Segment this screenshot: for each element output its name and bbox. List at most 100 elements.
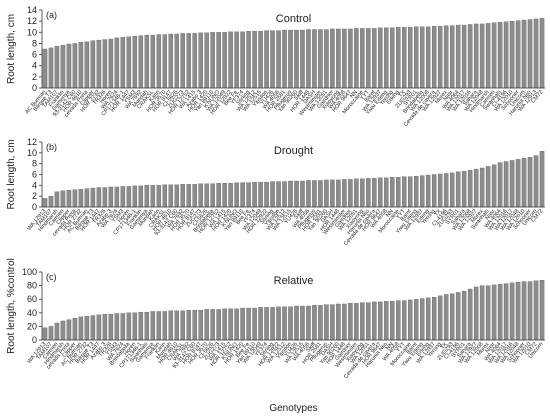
bar xyxy=(210,32,215,89)
bar xyxy=(360,178,365,208)
bar xyxy=(402,27,407,89)
bar xyxy=(539,151,545,208)
bar xyxy=(276,30,281,89)
bar xyxy=(126,36,132,89)
bar xyxy=(396,300,401,341)
bar xyxy=(90,315,96,341)
bar xyxy=(60,320,66,341)
bar xyxy=(42,198,48,208)
bar xyxy=(384,177,389,208)
bar xyxy=(408,27,413,89)
x-tick-label: YYT xyxy=(395,341,407,354)
bar xyxy=(60,44,66,89)
bar xyxy=(66,190,72,208)
bar xyxy=(503,283,509,341)
bar xyxy=(431,174,437,208)
bar xyxy=(378,27,383,89)
y-tick-label: 8 xyxy=(32,159,37,169)
y-tick-label: 40 xyxy=(27,308,37,318)
bar xyxy=(186,184,191,208)
bar xyxy=(324,179,329,208)
bar xyxy=(443,294,449,341)
bar xyxy=(503,161,509,208)
bar xyxy=(258,181,263,208)
bar xyxy=(258,307,263,341)
bar xyxy=(419,175,425,208)
bar xyxy=(66,43,72,89)
y-tick-label: 10 xyxy=(27,27,37,37)
bar xyxy=(479,285,485,341)
bar xyxy=(449,293,455,341)
bar xyxy=(96,314,102,341)
bar xyxy=(485,166,491,208)
x-tick-label: NN xyxy=(385,341,395,351)
bar xyxy=(150,185,156,208)
bar xyxy=(72,43,78,89)
bar xyxy=(509,282,515,341)
bar xyxy=(515,159,521,208)
bar xyxy=(54,191,60,208)
panel-label: (a) xyxy=(46,10,57,20)
bar xyxy=(330,304,335,341)
bar xyxy=(276,181,281,208)
bar xyxy=(282,29,287,89)
bar xyxy=(120,313,126,341)
bar xyxy=(497,22,503,89)
bar xyxy=(449,172,455,208)
bar xyxy=(108,186,114,208)
bar xyxy=(156,34,162,89)
y-tick-label: 4 xyxy=(32,61,37,71)
bar xyxy=(443,173,449,208)
panel-label: (b) xyxy=(46,142,57,152)
bar xyxy=(479,23,485,89)
bar xyxy=(96,39,102,89)
bar xyxy=(300,305,305,341)
bar xyxy=(491,22,497,89)
bar xyxy=(324,29,329,89)
bar xyxy=(521,158,527,208)
bar xyxy=(354,303,359,341)
bar xyxy=(144,185,150,208)
bar xyxy=(186,309,191,341)
bar xyxy=(60,190,66,208)
bar xyxy=(144,311,150,341)
bar xyxy=(192,309,197,341)
bar xyxy=(419,298,425,341)
bar xyxy=(461,290,467,341)
bar xyxy=(84,41,90,89)
bar xyxy=(168,310,173,341)
bar xyxy=(120,37,126,89)
bar xyxy=(366,178,371,208)
bar xyxy=(282,306,287,341)
bar xyxy=(240,31,245,89)
bar xyxy=(312,305,317,341)
bar xyxy=(372,178,377,208)
bar xyxy=(348,179,353,208)
bar xyxy=(449,25,455,89)
bar xyxy=(539,18,545,89)
bar xyxy=(390,301,395,341)
bar xyxy=(270,30,275,89)
bar xyxy=(204,183,209,208)
x-tick-label: Skiff xyxy=(293,89,305,101)
bar xyxy=(318,305,323,341)
bar xyxy=(396,177,401,208)
bar xyxy=(216,32,221,89)
bar xyxy=(312,180,317,208)
bar xyxy=(150,311,156,341)
bar xyxy=(455,171,461,208)
bar xyxy=(527,281,533,341)
bar xyxy=(78,188,84,208)
bar xyxy=(336,28,341,89)
bar xyxy=(222,308,227,341)
bar xyxy=(48,47,54,89)
bar xyxy=(443,25,449,89)
bar xyxy=(138,311,144,341)
bar xyxy=(234,308,239,341)
bar xyxy=(258,31,263,89)
bar xyxy=(342,303,347,341)
bar xyxy=(204,309,209,341)
bar xyxy=(425,174,431,208)
bar xyxy=(467,288,473,341)
